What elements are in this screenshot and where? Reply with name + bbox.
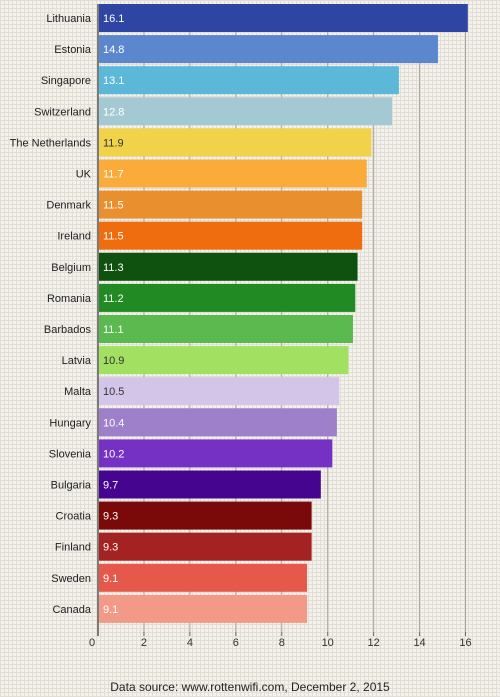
x-tick-label: 4 [187, 637, 193, 649]
category-label: Hungary [49, 417, 91, 429]
x-tick-label: 8 [279, 637, 285, 649]
category-label: Latvia [62, 355, 92, 367]
category-label: Switzerland [34, 106, 91, 118]
bar [99, 563, 308, 592]
bar [99, 377, 340, 406]
category-labels: Lithuania Estonia Singapore Switzerland The … [10, 13, 92, 616]
value-label: 12.8 [103, 106, 124, 118]
value-label: 11.1 [103, 324, 124, 336]
value-label: 13.1 [103, 75, 124, 87]
bar [99, 97, 393, 126]
bar [99, 252, 358, 281]
bar [99, 190, 363, 219]
value-label: 11.2 [103, 293, 124, 305]
x-tick-label: 2 [141, 637, 147, 649]
category-label: Canada [52, 604, 91, 616]
value-label: 10.9 [103, 355, 124, 367]
category-label: Finland [55, 542, 91, 554]
x-axis-ticks: 0 2 4 6 8 10 12 14 16 [89, 632, 472, 649]
bar-series [99, 4, 468, 623]
value-label: 9.3 [103, 542, 118, 554]
category-label: Barbados [44, 324, 92, 336]
bar [99, 408, 337, 437]
bar [99, 439, 333, 468]
category-label: Singapore [41, 75, 91, 87]
bar [99, 128, 372, 157]
value-label: 10.5 [103, 386, 124, 398]
value-label: 10.2 [103, 448, 124, 460]
x-tick-label: 6 [233, 637, 239, 649]
value-labels: 16.1 14.8 13.1 12.8 11.9 11.7 11.5 11.5 11.3 11.2… [103, 13, 124, 616]
bar [99, 35, 438, 64]
bar [99, 221, 363, 250]
value-label: 11.7 [103, 169, 124, 181]
value-label: 16.1 [103, 13, 124, 25]
x-tick-label: 0 [89, 637, 95, 649]
bar [99, 594, 308, 623]
value-label: 14.8 [103, 44, 124, 56]
data-source-note: Data source: www.rottenwifi.com, Decembe… [110, 680, 390, 694]
category-label: Croatia [56, 511, 92, 523]
value-label: 11.9 [103, 137, 124, 149]
category-label: Slovenia [49, 448, 92, 460]
bar [99, 66, 399, 95]
category-label: Sweden [51, 573, 91, 585]
bar [99, 470, 321, 499]
category-label: Malta [64, 386, 92, 398]
value-label: 11.5 [103, 231, 124, 243]
category-label: Denmark [46, 200, 91, 212]
value-label: 11.5 [103, 200, 124, 212]
category-label: UK [76, 169, 92, 181]
value-label: 9.3 [103, 511, 118, 523]
x-tick-label: 16 [459, 637, 471, 649]
category-label: Bulgaria [51, 480, 92, 492]
bar [99, 159, 367, 188]
x-tick-label: 10 [322, 637, 334, 649]
value-label: 9.7 [103, 480, 118, 492]
category-label: Ireland [57, 231, 91, 243]
x-tick-label: 14 [413, 637, 425, 649]
bar [99, 283, 356, 312]
bar [99, 4, 468, 32]
category-label: Romania [47, 293, 92, 305]
value-label: 9.1 [103, 604, 118, 616]
category-label: Lithuania [46, 13, 92, 25]
value-label: 9.1 [103, 573, 118, 585]
value-label: 10.4 [103, 417, 124, 429]
x-tick-label: 12 [368, 637, 380, 649]
bar [99, 315, 353, 343]
bar [99, 346, 349, 375]
bar [99, 501, 312, 530]
value-label: 11.3 [103, 262, 124, 274]
category-label: Estonia [54, 44, 92, 56]
category-label: The Netherlands [10, 137, 92, 149]
category-label: Belgium [51, 262, 91, 274]
bar [99, 532, 312, 561]
